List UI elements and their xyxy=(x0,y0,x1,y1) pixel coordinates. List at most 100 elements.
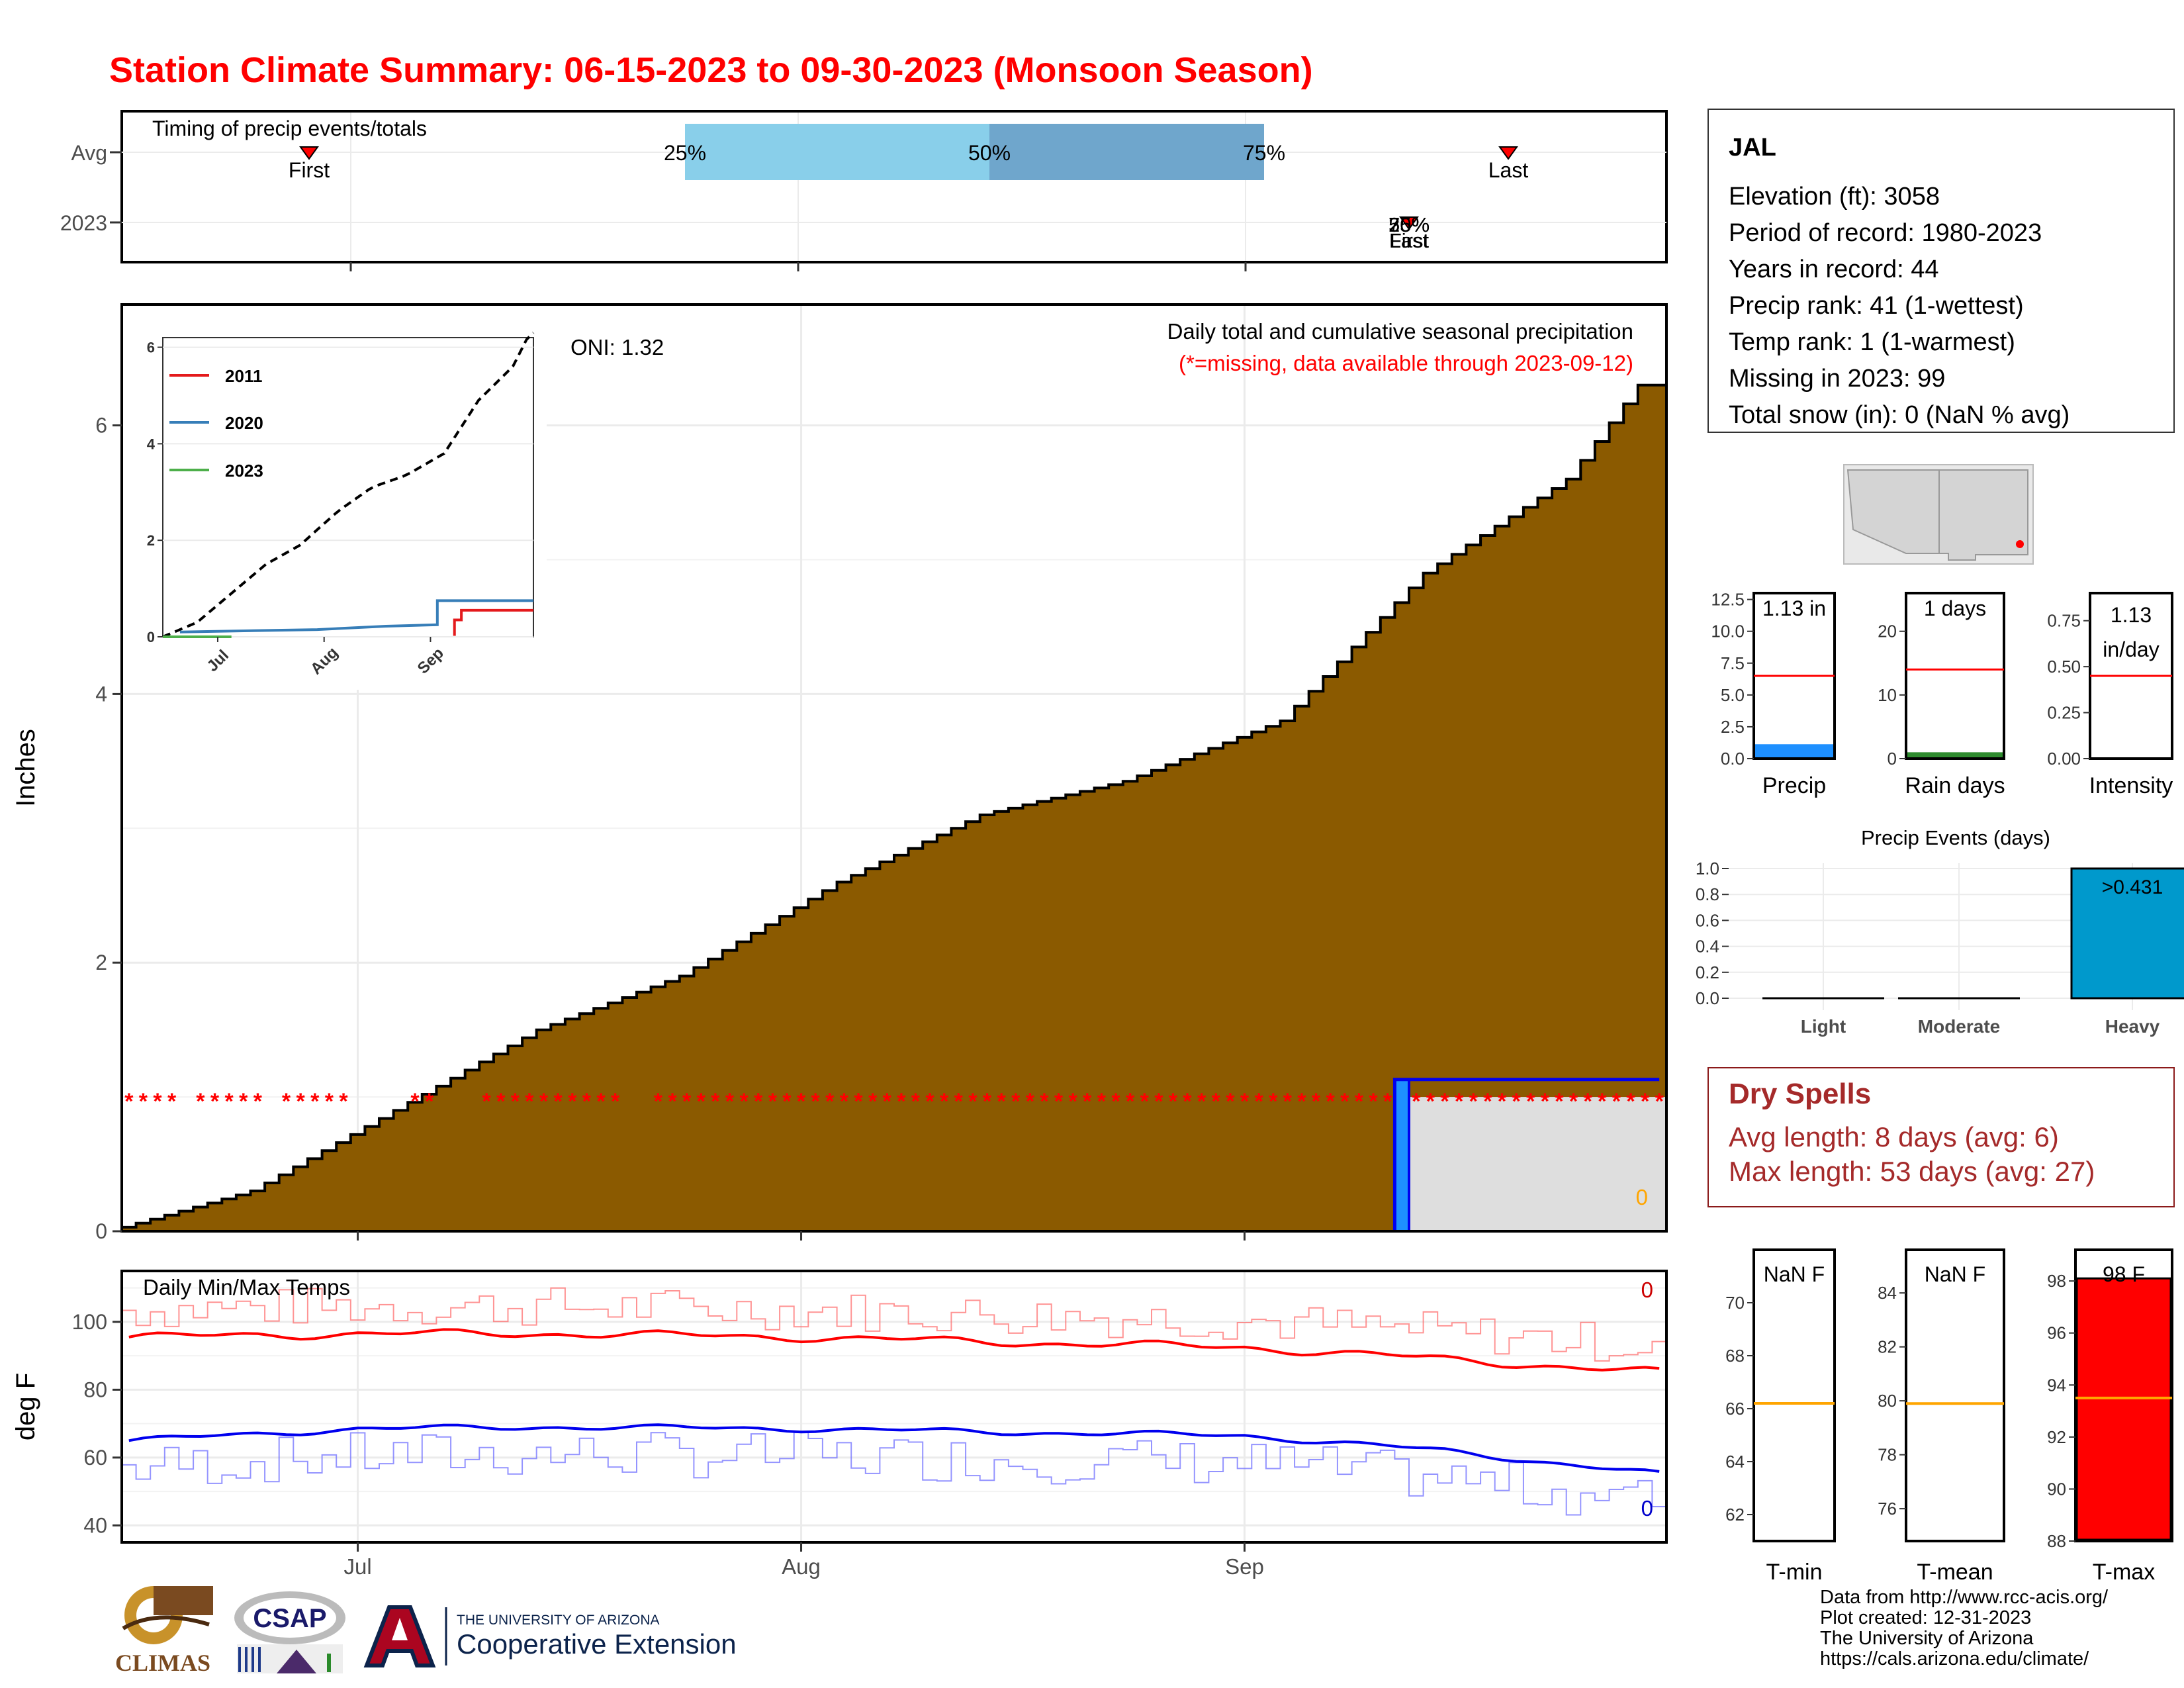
temp-xtick-label: Jul xyxy=(343,1554,371,1579)
precip-bar-ytick-label: 5.0 xyxy=(1721,685,1745,705)
temp-ytick-label: 60 xyxy=(83,1446,107,1470)
rain-days-bar-ytick-label: 10 xyxy=(1878,685,1897,705)
precip-events-chart: Precip Events (days) 0.0 0.2 0.4 0.6 0.8 1.0 L… xyxy=(1696,826,2184,1037)
missing-day-marker: * xyxy=(282,1089,291,1114)
station-missing: Missing in 2023: 99 xyxy=(1729,365,1946,393)
missing-day-marker: * xyxy=(568,1089,577,1114)
missing-day-marker: * xyxy=(1455,1089,1464,1114)
precip-zero-label: 0 xyxy=(1636,1185,1648,1209)
timing-row-2023: 2023 xyxy=(60,211,107,235)
tmean-bar-ytick-label: 80 xyxy=(1878,1391,1897,1411)
tmin-bar: 62 64 66 68 70 NaN F T-min xyxy=(1725,1248,1836,1585)
missing-day-marker: * xyxy=(1111,1089,1120,1114)
missing-day-marker: * xyxy=(325,1089,334,1114)
missing-day-marker: * xyxy=(1626,1089,1635,1114)
missing-day-marker: * xyxy=(1483,1089,1492,1114)
inset-frame xyxy=(162,337,534,637)
events-ytick-label: 0.2 xyxy=(1696,962,1719,982)
precip-ytick-label: 0 xyxy=(95,1219,107,1243)
missing-day-marker: * xyxy=(1383,1089,1392,1114)
stat-bar-charts: 0.0 2.5 5.0 7.5 10.0 12.5 1.13 in Precip 0 10 20 1 … xyxy=(1711,590,2173,798)
missing-day-marker: * xyxy=(1212,1089,1221,1114)
missing-day-marker: * xyxy=(339,1089,348,1114)
tmax-bar-obs-bar xyxy=(2075,1277,2172,1541)
missing-day-marker: * xyxy=(310,1089,320,1114)
y2023-label-25: 25% xyxy=(1388,213,1430,236)
missing-day-marker: * xyxy=(1054,1089,1064,1114)
precip-bar-axis-label: Precip xyxy=(1762,773,1826,798)
y2023-label-first: First xyxy=(1389,229,1430,252)
tmin-bar-ytick-label: 68 xyxy=(1725,1346,1745,1366)
station-elevation: Elevation (ft): 3058 xyxy=(1729,183,1940,211)
avg-cumulative-area xyxy=(120,383,1668,1233)
inset-legend-2020: 2020 xyxy=(225,413,263,433)
rain-days-bar: 0 10 20 1 days Rain days xyxy=(1878,592,2005,798)
missing-day-marker: * xyxy=(1269,1089,1278,1114)
p25-label: 25% xyxy=(664,141,706,165)
missing-day-marker: * xyxy=(482,1089,491,1114)
tmax-bar-value-label: 98 F xyxy=(2103,1262,2145,1286)
missing-day-marker: * xyxy=(811,1089,821,1114)
avg-last-marker xyxy=(1498,146,1518,160)
observed-daily-bar xyxy=(1393,1078,1411,1233)
intensity-bar-ytick-label: 0.00 xyxy=(2047,749,2081,769)
rain-days-bar-obs-bar xyxy=(1907,752,2003,757)
precip-bar-ytick-label: 2.5 xyxy=(1721,717,1745,737)
missing-day-marker: * xyxy=(253,1089,263,1114)
dry-spells-avg: Avg length: 8 days (avg: 6) xyxy=(1729,1121,2059,1152)
precip-ytick-label: 6 xyxy=(95,414,107,438)
tmin-bar-ytick-label: 70 xyxy=(1725,1293,1745,1313)
missing-day-marker: * xyxy=(654,1089,663,1114)
missing-day-marker: * xyxy=(697,1089,706,1114)
inset-legend-2011: 2011 xyxy=(225,366,262,386)
missing-day-marker: * xyxy=(711,1089,720,1114)
station-precip-rank: Precip rank: 41 (1-wettest) xyxy=(1729,292,2024,320)
new-mexico-shape xyxy=(1938,469,2028,561)
inset-ytick-label: 0 xyxy=(147,629,155,645)
missing-day-marker: * xyxy=(1426,1089,1435,1114)
events-ytick-label: 0.8 xyxy=(1696,884,1719,904)
missing-day-marker: * xyxy=(539,1089,549,1114)
missing-day-marker: * xyxy=(124,1089,134,1114)
temp-xtick-label: Aug xyxy=(782,1554,821,1579)
missing-day-marker: * xyxy=(611,1089,620,1114)
missing-day-marker: * xyxy=(582,1089,592,1114)
credit-url: https://cals.arizona.edu/climate/ xyxy=(1820,1648,2089,1669)
tmin-bar-ytick-label: 62 xyxy=(1725,1505,1745,1524)
precip-frame xyxy=(120,303,1668,1233)
tmax-bar-ytick-label: 88 xyxy=(2047,1531,2066,1551)
missing-day-marker: * xyxy=(997,1089,1006,1114)
timing-row-avg: Avg xyxy=(71,141,107,165)
missing-day-marker: * xyxy=(1512,1089,1521,1114)
missing-day-marker: * xyxy=(239,1089,248,1114)
avg-last-label: Last xyxy=(1488,158,1529,182)
inset-2020-line xyxy=(179,599,533,633)
temp-background xyxy=(122,1271,1666,1542)
missing-day-marker: * xyxy=(1584,1089,1593,1114)
tmin-bar-frame xyxy=(1752,1248,1836,1542)
missing-day-marker: * xyxy=(554,1089,563,1114)
tmean-bar-axis-label: T-mean xyxy=(1917,1560,1993,1585)
missing-day-marker: * xyxy=(1083,1089,1092,1114)
missing-day-marker: * xyxy=(296,1089,306,1114)
missing-day-marker: * xyxy=(797,1089,806,1114)
missing-day-marker: * xyxy=(425,1089,434,1114)
missing-day-marker: * xyxy=(1469,1089,1479,1114)
tmax-bar: 88 90 92 94 96 98 98 F T-max xyxy=(2047,1248,2173,1585)
timing-panel: Timing of precip events/totals Avg 2023 … xyxy=(60,110,1668,271)
tmin-bar-value-label: NaN F xyxy=(1764,1262,1825,1286)
missing-day-marker: * xyxy=(840,1089,849,1114)
missing-day-marker: * xyxy=(1369,1089,1378,1114)
inset-avg-line xyxy=(162,332,535,638)
precip-bar-ytick-label: 12.5 xyxy=(1711,590,1745,610)
tmean-bar-frame xyxy=(1905,1248,2005,1542)
tmax-bar-ytick-label: 90 xyxy=(2047,1479,2066,1499)
missing-day-marker: * xyxy=(1355,1089,1364,1114)
missing-day-marker: * xyxy=(1326,1089,1336,1114)
temps-ylabel: deg F xyxy=(11,1373,40,1440)
precip-ytick-label: 4 xyxy=(95,682,107,706)
events-ytick-label: 0.6 xyxy=(1696,910,1719,930)
events-category-label: Light xyxy=(1801,1016,1846,1037)
p75-label: 75% xyxy=(1243,141,1285,165)
ua-logo-line1: THE UNIVERSITY OF ARIZONA xyxy=(457,1613,660,1628)
